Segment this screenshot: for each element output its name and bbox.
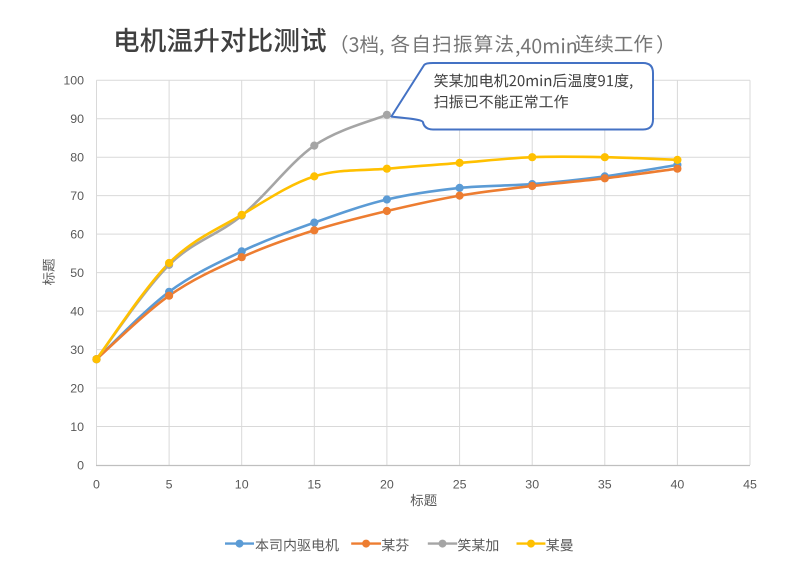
svg-text:25: 25 (453, 478, 467, 492)
svg-text:70: 70 (70, 189, 84, 203)
svg-text:30: 30 (70, 343, 84, 357)
svg-text:45: 45 (743, 478, 757, 492)
svg-text:40: 40 (671, 478, 685, 492)
svg-text:10: 10 (235, 478, 249, 492)
svg-text:10: 10 (70, 420, 84, 434)
svg-text:20: 20 (70, 381, 84, 395)
svg-text:0: 0 (93, 478, 100, 492)
svg-text:20: 20 (380, 478, 394, 492)
svg-text:5: 5 (166, 478, 173, 492)
svg-text:80: 80 (70, 151, 84, 165)
svg-text:90: 90 (70, 112, 84, 126)
svg-text:40: 40 (70, 305, 84, 319)
svg-text:50: 50 (70, 266, 84, 280)
svg-text:100: 100 (63, 74, 84, 88)
svg-text:30: 30 (525, 478, 539, 492)
svg-text:35: 35 (598, 478, 612, 492)
svg-text:0: 0 (77, 458, 84, 472)
svg-text:60: 60 (70, 228, 84, 242)
svg-text:15: 15 (307, 478, 321, 492)
